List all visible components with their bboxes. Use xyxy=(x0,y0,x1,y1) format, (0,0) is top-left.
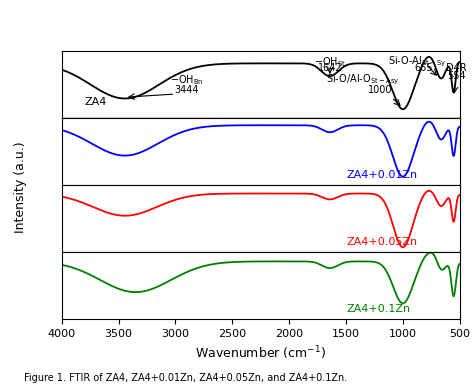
Text: $-$OH$_\mathregular{St}$: $-$OH$_\mathregular{St}$ xyxy=(314,55,346,69)
Text: Intensity (a.u.): Intensity (a.u.) xyxy=(14,141,27,233)
Text: ZA4: ZA4 xyxy=(84,97,107,107)
Text: Si-O-Al$_\mathregular{St-Sy}$: Si-O-Al$_\mathregular{St-Sy}$ xyxy=(388,55,447,70)
Text: ZA4+0.01Zn: ZA4+0.01Zn xyxy=(346,170,417,180)
Text: D4R: D4R xyxy=(446,63,467,73)
Text: ZA4+0.1Zn: ZA4+0.1Zn xyxy=(346,304,410,314)
Text: 3444: 3444 xyxy=(174,85,199,95)
Text: ZA4+0.05Zn: ZA4+0.05Zn xyxy=(346,237,417,247)
Text: 665: 665 xyxy=(414,63,433,73)
Text: 1000: 1000 xyxy=(368,85,392,95)
X-axis label: Wavenumber (cm$^{-1}$): Wavenumber (cm$^{-1}$) xyxy=(195,344,326,362)
Text: 554: 554 xyxy=(447,71,465,81)
Text: Figure 1. FTIR of ZA4, ZA4+0.01Zn, ZA4+0.05Zn, and ZA4+0.1Zn.: Figure 1. FTIR of ZA4, ZA4+0.01Zn, ZA4+0… xyxy=(24,373,347,383)
Text: $-$OH$_\mathregular{Bn}$: $-$OH$_\mathregular{Bn}$ xyxy=(170,73,204,87)
Text: 1642: 1642 xyxy=(318,63,342,73)
Text: Si-O/Al-O$_\mathregular{St-Asy}$: Si-O/Al-O$_\mathregular{St-Asy}$ xyxy=(327,73,400,87)
